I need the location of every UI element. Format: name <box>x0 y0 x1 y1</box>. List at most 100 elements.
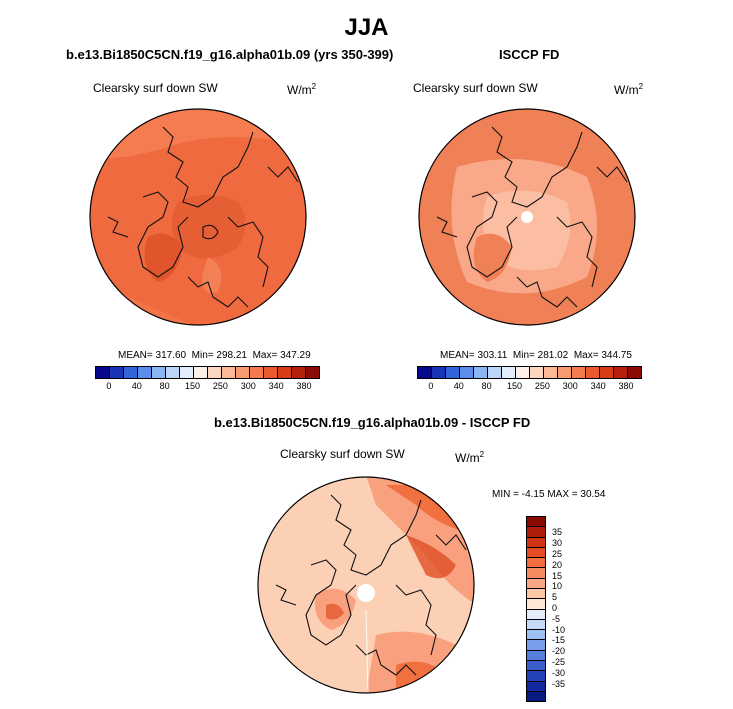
panel1-stats: MEAN= 317.60 Min= 298.21 Max= 347.29 <box>118 350 311 361</box>
colorbar-tick-label: -20 <box>552 646 566 657</box>
colorbar-tick-label: 5 <box>552 592 558 603</box>
colorbar-swatch <box>527 527 545 538</box>
panel1-variable-label: Clearsky surf down SW <box>93 81 218 95</box>
colorbar-swatch <box>530 367 544 378</box>
colorbar-swatch <box>250 367 264 378</box>
panel2-units: W/m2 <box>614 82 644 97</box>
colorbar-swatch <box>488 367 502 378</box>
colorbar-swatch <box>527 547 545 559</box>
colorbar-swatch <box>527 650 545 661</box>
colorbar-swatch <box>306 367 319 378</box>
colorbar-swatch <box>278 367 292 378</box>
colorbar-tick-label: 10 <box>552 581 563 592</box>
colorbar-tick-label: 0 <box>428 381 434 391</box>
season-title: JJA <box>344 14 389 41</box>
colorbar-tick-label: 0 <box>552 603 558 613</box>
colorbar-swatch <box>527 681 545 692</box>
colorbar-swatch <box>527 671 545 682</box>
colorbar-tick-label: 80 <box>481 381 492 391</box>
colorbar-swatch <box>474 367 488 378</box>
colorbar-tick-label: -30 <box>552 667 566 678</box>
panel3-colorbar-ticks: 35 30 25 20 15 10 5 0 -5 -10 -15 -20 -25 -30 -35 <box>552 516 582 700</box>
colorbar-tick-label: 80 <box>159 381 170 391</box>
panel2-stats: MEAN= 303.11 Min= 281.02 Max= 344.75 <box>440 350 632 361</box>
colorbar-tick-label: 380 <box>296 381 312 391</box>
colorbar-swatch <box>527 517 545 528</box>
colorbar-tick-label: 250 <box>212 381 228 391</box>
panel2-variable-label: Clearsky surf down SW <box>413 81 538 95</box>
colorbar-tick-label: 15 <box>552 570 563 581</box>
panel1-colorbar <box>95 366 320 379</box>
colorbar-tick-label: 380 <box>618 381 634 391</box>
colorbar-tick-label: -15 <box>552 635 566 646</box>
colorbar-swatch <box>527 537 545 548</box>
colorbar-swatch <box>527 691 545 702</box>
colorbar-swatch <box>527 578 545 589</box>
colorbar-tick-label: 300 <box>562 381 578 391</box>
panel2-colorbar <box>417 366 642 379</box>
colorbar-swatch <box>418 367 432 378</box>
colorbar-swatch <box>166 367 180 378</box>
colorbar-swatch <box>96 367 110 378</box>
colorbar-tick-label: -35 <box>552 678 566 689</box>
colorbar-tick-label: 300 <box>240 381 256 391</box>
panel1-map-boundary <box>89 108 307 326</box>
panel3-variable-label: Clearsky surf down SW <box>280 447 405 461</box>
panel3-map-boundary <box>257 476 475 694</box>
panel3-stats: MIN = -4.15 MAX = 30.54 <box>492 489 606 500</box>
colorbar-swatch <box>432 367 446 378</box>
colorbar-swatch <box>460 367 474 378</box>
colorbar-swatch <box>527 660 545 672</box>
panel2-map-boundary <box>418 108 636 326</box>
colorbar-tick-label: 150 <box>185 381 201 391</box>
colorbar-swatch <box>180 367 194 378</box>
panel3-units: W/m2 <box>455 450 485 465</box>
colorbar-swatch <box>527 599 545 610</box>
colorbar-tick-label: -10 <box>552 624 566 635</box>
colorbar-swatch <box>527 588 545 600</box>
colorbar-swatch <box>208 367 222 378</box>
colorbar-swatch <box>236 367 250 378</box>
colorbar-swatch <box>527 568 545 579</box>
colorbar-swatch <box>527 558 545 569</box>
colorbar-tick-label: 150 <box>507 381 523 391</box>
colorbar-swatch <box>152 367 166 378</box>
panel2-title: ISCCP FD <box>499 47 560 62</box>
panel1-polar-map <box>89 108 307 326</box>
panel3-colorbar <box>526 516 546 702</box>
colorbar-swatch <box>572 367 586 378</box>
colorbar-tick-label: 340 <box>590 381 606 391</box>
colorbar-swatch <box>264 367 278 378</box>
colorbar-swatch <box>628 367 641 378</box>
panel3-title: b.e13.Bi1850C5CN.f19_g16.alpha01b.09 - I… <box>214 415 531 430</box>
panel3-polar-map <box>257 476 475 694</box>
colorbar-swatch <box>222 367 236 378</box>
colorbar-tick-label: 250 <box>534 381 550 391</box>
colorbar-swatch <box>292 367 306 378</box>
colorbar-swatch <box>558 367 572 378</box>
colorbar-tick-label: -5 <box>552 613 561 624</box>
colorbar-tick-label: 30 <box>552 538 563 549</box>
colorbar-tick-label: -25 <box>552 657 566 668</box>
colorbar-swatch <box>446 367 460 378</box>
panel2-polar-map <box>418 108 636 326</box>
colorbar-tick-label: 20 <box>552 559 563 570</box>
colorbar-tick-label: 35 <box>552 527 563 538</box>
colorbar-swatch <box>138 367 152 378</box>
colorbar-tick-label: 40 <box>131 381 142 391</box>
colorbar-tick-label: 40 <box>453 381 464 391</box>
colorbar-tick-label: 25 <box>552 548 563 559</box>
colorbar-swatch <box>614 367 628 378</box>
colorbar-swatch <box>110 367 124 378</box>
panel1-units: W/m2 <box>287 82 317 97</box>
colorbar-swatch <box>516 367 530 378</box>
colorbar-swatch <box>124 367 138 378</box>
colorbar-swatch <box>527 630 545 641</box>
colorbar-swatch <box>586 367 600 378</box>
colorbar-tick-label: 0 <box>106 381 112 391</box>
panel1-title: b.e13.Bi1850C5CN.f19_g16.alpha01b.09 (yr… <box>66 47 394 62</box>
colorbar-swatch <box>527 609 545 620</box>
colorbar-swatch <box>194 367 208 378</box>
colorbar-swatch <box>502 367 516 378</box>
colorbar-swatch <box>527 619 545 631</box>
